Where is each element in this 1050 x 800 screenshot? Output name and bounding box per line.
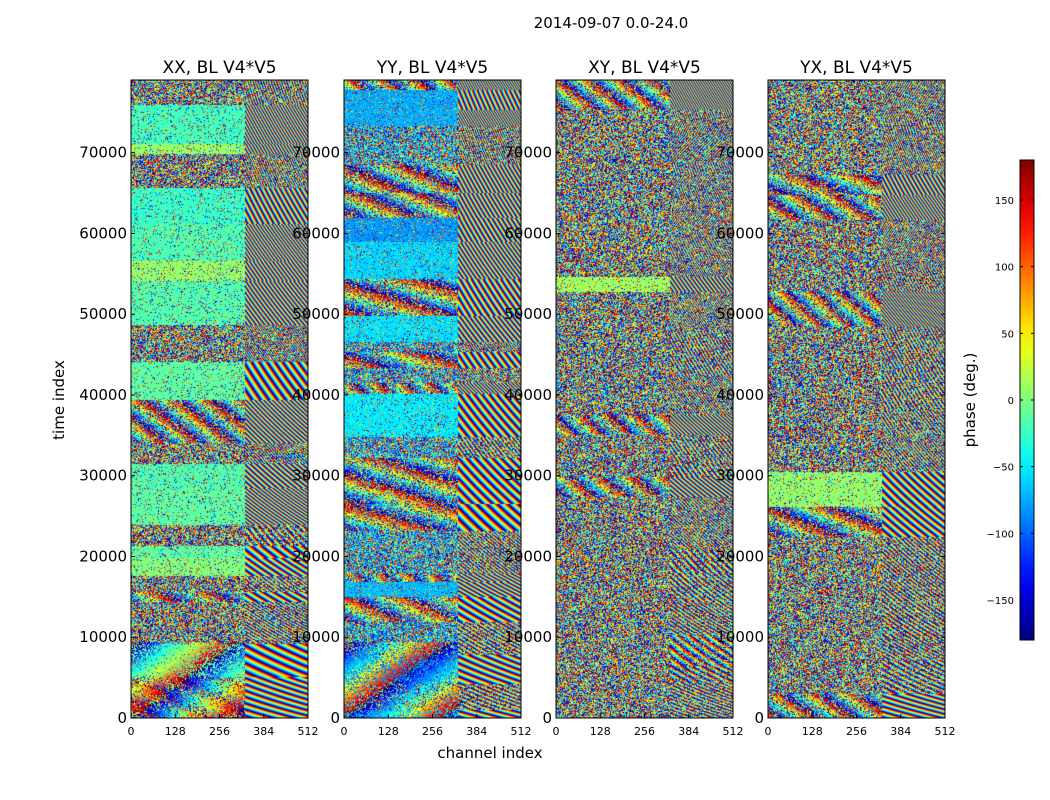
xtick-label: 512 xyxy=(935,725,956,738)
panel-cross-2: XY, BL V4*V5 0 10000 20000 30000 40000 50000 60… xyxy=(504,58,743,738)
ytick-label: 70000 xyxy=(504,144,552,162)
ytick-label: 50000 xyxy=(79,305,127,323)
colorbar-tick-label: 150 xyxy=(995,196,1014,207)
xtick-label: 512 xyxy=(723,725,744,738)
ytick-label: 0 xyxy=(330,709,340,727)
ytick-label: 20000 xyxy=(716,547,764,565)
ytick-label: 10000 xyxy=(504,628,552,646)
ytick-label: 50000 xyxy=(292,305,340,323)
xtick-label: 128 xyxy=(802,725,823,738)
panel-title: YX, BL V4*V5 xyxy=(799,58,913,78)
xtick-label: 0 xyxy=(553,725,560,738)
colorbar-label: phase (deg.) xyxy=(961,353,979,448)
xtick-label: 0 xyxy=(765,725,772,738)
ytick-label: 60000 xyxy=(292,224,340,242)
ytick-label: 0 xyxy=(117,709,127,727)
ytick-label: 30000 xyxy=(716,467,764,485)
ytick-label: 0 xyxy=(754,709,764,727)
colorbar-tick-label: −150 xyxy=(987,596,1014,607)
colorbar: phase (deg.) 150 100 50 0 −50 −100 −150 xyxy=(961,159,1035,641)
xtick-label: 384 xyxy=(466,725,487,738)
ytick-label: 70000 xyxy=(79,144,127,162)
ytick-label: 60000 xyxy=(504,224,552,242)
xtick-label: 128 xyxy=(378,725,399,738)
panel-xx-0: XX, BL V4*V5 0 10000 20000 30000 40000 50000 60… xyxy=(79,58,318,738)
xtick-label: 384 xyxy=(678,725,699,738)
panels-group: XX, BL V4*V5 0 10000 20000 30000 40000 50000 60… xyxy=(79,58,955,738)
ytick-label: 60000 xyxy=(716,224,764,242)
ytick-label: 70000 xyxy=(292,144,340,162)
ytick-label: 50000 xyxy=(716,305,764,323)
panel-yy-1: YY, BL V4*V5 0 10000 20000 30000 40000 50000 60… xyxy=(292,58,531,738)
ytick-label: 50000 xyxy=(504,305,552,323)
ytick-label: 20000 xyxy=(292,547,340,565)
xtick-label: 512 xyxy=(298,725,319,738)
colorbar-tick-label: 100 xyxy=(995,263,1014,274)
heatmap-image xyxy=(344,80,521,718)
ytick-label: 10000 xyxy=(79,628,127,646)
y-axis-label: time index xyxy=(50,360,68,440)
xtick-label: 0 xyxy=(341,725,348,738)
xtick-label: 128 xyxy=(165,725,186,738)
heatmap-image xyxy=(556,80,733,718)
xtick-label: 128 xyxy=(590,725,611,738)
ytick-label: 20000 xyxy=(79,547,127,565)
xtick-label: 256 xyxy=(846,725,867,738)
xtick-label: 384 xyxy=(890,725,911,738)
ytick-label: 60000 xyxy=(79,224,127,242)
ytick-label: 40000 xyxy=(292,386,340,404)
ytick-label: 40000 xyxy=(79,386,127,404)
panel-cross-3: YX, BL V4*V5 0 10000 20000 30000 40000 50000 60… xyxy=(716,58,955,738)
xtick-label: 384 xyxy=(253,725,274,738)
panel-title: YY, BL V4*V5 xyxy=(376,58,489,78)
heatmap-image xyxy=(768,80,945,718)
ytick-label: 40000 xyxy=(716,386,764,404)
ytick-label: 10000 xyxy=(292,628,340,646)
ytick-label: 30000 xyxy=(79,467,127,485)
colorbar-tick-label: 50 xyxy=(1001,329,1014,340)
panel-title: XY, BL V4*V5 xyxy=(588,58,701,78)
ytick-label: 40000 xyxy=(504,386,552,404)
colorbar-tick-label: −50 xyxy=(993,463,1014,474)
xtick-label: 256 xyxy=(422,725,443,738)
colorbar-tick-label: 0 xyxy=(1008,396,1014,407)
ytick-label: 20000 xyxy=(504,547,552,565)
ytick-label: 70000 xyxy=(716,144,764,162)
xtick-label: 256 xyxy=(209,725,230,738)
colorbar-tick-label: −100 xyxy=(987,529,1014,540)
ytick-label: 30000 xyxy=(292,467,340,485)
xtick-label: 512 xyxy=(511,725,532,738)
heatmap-image xyxy=(131,80,308,718)
xtick-label: 256 xyxy=(634,725,655,738)
ytick-label: 10000 xyxy=(716,628,764,646)
x-axis-label: channel index xyxy=(437,744,542,762)
figure-suptitle: 2014-09-07 0.0-24.0 xyxy=(534,14,689,32)
xtick-label: 0 xyxy=(128,725,135,738)
panel-title: XX, BL V4*V5 xyxy=(162,58,276,78)
ytick-label: 0 xyxy=(542,709,552,727)
ytick-label: 30000 xyxy=(504,467,552,485)
